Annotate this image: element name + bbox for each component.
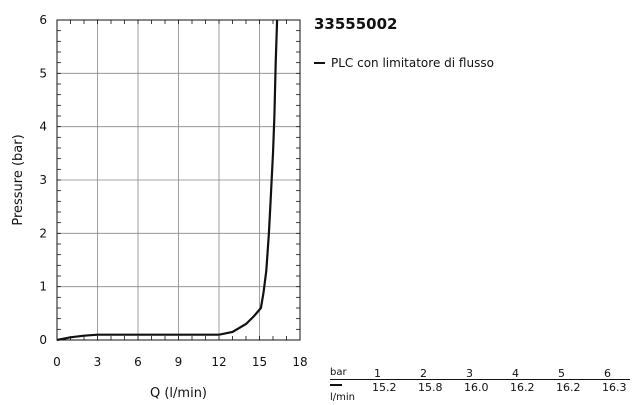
table-cell: 16.2 (510, 381, 535, 394)
legend: PLC con limitatore di flusso (314, 56, 494, 70)
table-rule (330, 379, 630, 380)
table-row-pressure: bar 1 2 3 4 5 6 (330, 367, 630, 381)
series-line-plc (56, 19, 279, 342)
table-cell: 1 (374, 367, 381, 380)
x-axis-label: Q (l/min) (150, 386, 207, 401)
pressure-flow-table: bar 1 2 3 4 5 6 15.2 15.8 16.0 16.2 16.2… (330, 367, 630, 405)
table-cell: 16.2 (556, 381, 581, 394)
table-cell: 4 (512, 367, 519, 380)
x-tick-label: 18 (292, 355, 307, 369)
y-tick-label: 1 (39, 280, 47, 294)
x-tick-label: 15 (252, 355, 267, 369)
y-tick-label: 5 (39, 66, 47, 80)
y-tick-label: 0 (39, 333, 47, 347)
axis-ticks (56, 19, 301, 341)
x-tick-label: 9 (175, 355, 183, 369)
table-cell: 5 (558, 367, 565, 380)
table-cell: 15.2 (372, 381, 397, 394)
table-line-swatch (330, 384, 342, 386)
table-cell: 3 (466, 367, 473, 380)
x-tick-label: 0 (53, 355, 61, 369)
y-tick-label: 3 (39, 173, 47, 187)
table-unit-bar: bar (330, 367, 347, 378)
table-row-unit: l/min (330, 392, 630, 405)
table-row-flow: 15.2 15.8 16.0 16.2 16.2 16.3 (330, 381, 630, 395)
table-cell: 16.0 (464, 381, 489, 394)
y-tick-labels: 0 1 2 3 4 5 6 (39, 13, 47, 347)
table-cell: 2 (420, 367, 427, 380)
chart-title: 33555002 (314, 15, 398, 33)
legend-swatch (314, 62, 325, 64)
table-cell: 16.3 (602, 381, 627, 394)
x-tick-label: 12 (211, 355, 226, 369)
x-tick-label: 6 (134, 355, 142, 369)
x-tick-labels: 0 3 6 9 12 15 18 (53, 355, 307, 369)
table-unit-lmin: l/min (330, 392, 356, 403)
y-tick-label: 6 (39, 13, 47, 27)
plot-frame (56, 19, 301, 341)
y-tick-label: 4 (39, 120, 47, 134)
table-cell: 6 (604, 367, 611, 380)
x-tick-label: 3 (94, 355, 102, 369)
y-tick-label: 2 (39, 226, 47, 240)
table-cell: 15.8 (418, 381, 443, 394)
y-axis-label: Pressure (bar) (11, 134, 26, 225)
legend-label: PLC con limitatore di flusso (331, 56, 494, 70)
